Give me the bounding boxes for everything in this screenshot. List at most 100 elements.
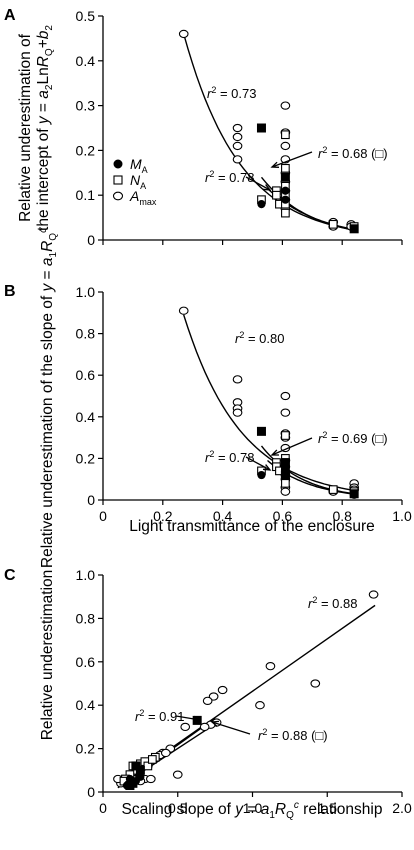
panel-a-point-amax [232, 141, 243, 151]
legend-amax-marker [112, 191, 124, 201]
panel-a-point-ma [257, 200, 266, 209]
panel-b-arrow-1-head [270, 449, 280, 456]
panel-letter-a: A [4, 7, 16, 24]
panel-c-point-amax [160, 748, 171, 758]
legend-na-marker [113, 175, 123, 185]
panel-c-xlabel: Scaling slope of y = a1RQc relationship [122, 800, 383, 821]
panel-a-ylabel-line1: Relative underestimation of [17, 33, 34, 222]
panel-a-point-na [281, 163, 290, 173]
panel-letter-c: C [4, 567, 16, 584]
panel-a-point-amax [178, 29, 189, 39]
panel-b-point-amax [280, 487, 291, 496]
panel-a-point-amax [280, 101, 291, 110]
panel-c-point-amax [265, 661, 276, 671]
panel-a-point-filled-square [256, 123, 266, 133]
panel-c-point-amax [255, 701, 265, 710]
panel-b-r2-label-3: r2 = 0.78 [205, 449, 254, 465]
panel-c-ytick-label: 0.4 [76, 697, 96, 713]
panel-c-xtick-label: 1.0 [243, 800, 263, 816]
svg-text:Relative underestimation of th: Relative underestimation of the slope of… [38, 228, 59, 568]
panel-a-fit-line-1 [183, 33, 355, 231]
panel-a-point-amax [280, 141, 291, 151]
plot-layer: 0 0.1 0.2 0.3 0.4 0.5 0 0.2 0.4 0.6 0.8 1.0 0 0.2 0.4 0… [76, 8, 412, 816]
panel-b-fit-line-1 [183, 314, 355, 492]
panel-a-point-na [281, 130, 290, 140]
panel-b-ytick-label: 1.0 [76, 284, 96, 300]
panel-c-xtick-label: 0 [99, 800, 107, 816]
panel-c-point-amax [217, 685, 228, 695]
panel-b-point-amax [178, 306, 189, 315]
panel-a-arrow-1 [271, 151, 313, 168]
panel-a-point-amax [232, 123, 243, 133]
panel-b-xtick-label: 0.4 [213, 508, 233, 524]
panel-b-point-ma [257, 470, 266, 480]
panel-b-r2-label-1: r2 = 0.80 [235, 330, 284, 346]
panel-a-point-amax [232, 155, 243, 164]
panel-c-ytick-label: 1.0 [76, 567, 96, 583]
panel-c-point-amax [172, 770, 183, 779]
panel-c-point-amax [199, 722, 210, 732]
panel-c-point-filled-square [135, 765, 145, 775]
legend-label: MA [130, 156, 148, 175]
panel-a-arrow-1-head [270, 161, 280, 168]
panel-b-xtick-label: 0.2 [153, 508, 173, 524]
panel-c-point-amax [202, 696, 213, 706]
panel-b-ytick-label: 0 [87, 492, 95, 508]
panel-a-ytick-label: 0.4 [76, 53, 96, 69]
panel-c-ytick-label: 0.8 [76, 610, 96, 626]
panel-c-r2-label-1: r2 = 0.88 [308, 595, 357, 611]
panel-c-point-amax [310, 679, 321, 688]
panel-c-r2-label-2: r2 = 0.91 [135, 708, 184, 724]
panel-b-ytick-label: 0.2 [76, 450, 96, 466]
panel-b-xtick-label: 0 [99, 508, 107, 524]
panel-b-point-na [281, 431, 290, 440]
panel-b-point-amax [232, 408, 243, 417]
panel-b-point-filled-square [280, 470, 290, 480]
panel-c-xtick-label: 2.0 [392, 800, 412, 816]
panel-c-point-amax [368, 590, 379, 599]
legend-ma-marker [113, 159, 123, 169]
panel-c-xtick-label: 0.5 [168, 800, 188, 816]
panel-b-ytick-label: 0.6 [76, 367, 96, 383]
panel-c-arrow-2-head [193, 715, 202, 723]
panel-b-ylabel: Relative underestimation of the slope of… [38, 228, 59, 568]
panel-b-arrow-2-head [262, 464, 272, 471]
panel-b-xlabel: Light transmittance of the enclosure [129, 518, 375, 535]
panel-b-point-filled-square [349, 489, 359, 499]
panel-b-xtick-label: 0.8 [332, 508, 352, 524]
panel-a-ylabel-line2: the intercept of y = a2LnRQ+b2 [35, 25, 55, 231]
panel-a-ytick-label: 0.2 [76, 142, 96, 158]
panel-a-arrow-2 [245, 176, 271, 191]
panel-c-arrow-1 [211, 721, 251, 735]
panel-b-point-amax [232, 375, 243, 384]
panel-c-point-amax [180, 722, 191, 732]
panel-b-point-amax [280, 391, 291, 401]
panel-c-arrow-2 [175, 715, 201, 721]
panel-a-point-filled-square [349, 224, 359, 234]
panel-a-ytick-label: 0.1 [76, 187, 96, 203]
panel-a-point-na [328, 219, 338, 229]
panel-a-point-na [272, 190, 281, 200]
panel-c-point-na [147, 755, 157, 764]
panel-b-point-filled-square [256, 426, 266, 436]
panel-a-r2-label-1: r2 = 0.73 [207, 85, 256, 101]
panel-a-ytick-label: 0.3 [76, 98, 96, 114]
panel-c-point-filled-square [125, 780, 135, 790]
panel-b-ytick-label: 0.8 [76, 326, 96, 342]
panel-a-arrow-2-head [262, 184, 272, 191]
panel-b-ytick-label: 0.4 [76, 409, 96, 425]
panel-b-arrow-1 [271, 437, 313, 456]
panel-a-point-amax [232, 132, 243, 142]
panel-c-ylabel: Relative underestimation [39, 570, 56, 741]
panel-c-ytick-label: 0 [87, 784, 95, 800]
panel-c-ytick-label: 0.2 [76, 741, 96, 757]
panel-c-point-amax [145, 774, 156, 784]
panel-a-ytick-label: 0.5 [76, 8, 96, 24]
panel-b-point-filled-square [280, 458, 290, 468]
panel-c-ytick-label: 0.6 [76, 654, 96, 670]
legend-label: Amax [129, 188, 157, 207]
panel-a-r2-label-3: r2 = 0.78 [205, 169, 254, 185]
panel-b-r2-label-2: r2 = 0.69 (□) [318, 430, 388, 446]
panel-b-xtick-label: 1.0 [392, 508, 412, 524]
